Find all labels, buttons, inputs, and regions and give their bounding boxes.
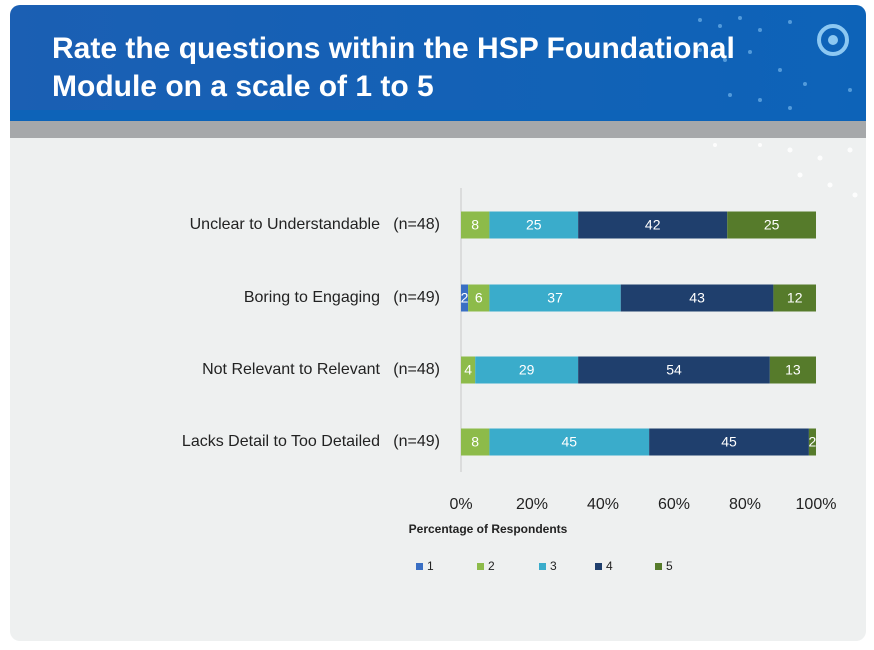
slide-background — [10, 5, 866, 641]
bar-segment — [727, 211, 816, 239]
bar-segment — [578, 211, 728, 239]
header-band — [10, 5, 866, 121]
data-label: 12 — [787, 290, 803, 306]
bar-segment — [461, 428, 490, 456]
bar-segment — [649, 428, 809, 456]
data-label: 4 — [464, 362, 472, 378]
bar-segment — [489, 211, 579, 239]
bar-segment — [461, 356, 476, 384]
bar-segment — [808, 428, 816, 456]
category-label: Lacks Detail to Too Detailed (n=49) — [182, 433, 440, 450]
slide-title: Rate the questions within the HSP Founda… — [52, 32, 735, 103]
bar-segment — [468, 284, 490, 312]
data-label: 2 — [461, 290, 469, 306]
x-axis-label: Percentage of Respondents — [409, 522, 568, 536]
legend-swatch — [416, 563, 423, 570]
legend-swatch — [477, 563, 484, 570]
bar-segment — [769, 356, 816, 384]
data-label: 29 — [519, 362, 535, 378]
data-label: 25 — [764, 217, 780, 233]
bar-segment — [773, 284, 816, 312]
x-tick-label: 60% — [658, 496, 690, 513]
legend-label: 1 — [427, 559, 434, 573]
legend-label: 2 — [488, 559, 495, 573]
data-label: 25 — [526, 217, 542, 233]
data-label: 13 — [785, 362, 801, 378]
legend-label: 5 — [666, 559, 673, 573]
decoration-dots-light — [713, 143, 858, 198]
x-tick-label: 40% — [587, 496, 619, 513]
category-label: Not Relevant to Relevant (n=48) — [202, 361, 440, 378]
legend-label: 3 — [550, 559, 557, 573]
x-tick-label: 20% — [516, 496, 548, 513]
data-label: 6 — [475, 290, 483, 306]
category-label: Unclear to Understandable (n=48) — [190, 216, 440, 233]
bar-segment — [461, 211, 490, 239]
data-label: 54 — [666, 362, 682, 378]
legend-swatch — [595, 563, 602, 570]
x-tick-label: 80% — [729, 496, 761, 513]
data-label: 37 — [547, 290, 563, 306]
legend-swatch — [655, 563, 662, 570]
data-label: 8 — [471, 217, 479, 233]
data-label: 43 — [689, 290, 705, 306]
x-tick-label: 0% — [449, 496, 472, 513]
bar-segment — [620, 284, 774, 312]
legend-label: 4 — [606, 559, 613, 573]
bar-segment — [475, 356, 579, 384]
bar-segment — [489, 284, 621, 312]
header-fill — [10, 110, 866, 121]
bar-segment — [578, 356, 770, 384]
data-label: 2 — [809, 434, 817, 450]
decoration-dots — [698, 16, 852, 110]
data-label: 45 — [561, 434, 577, 450]
bar-segment — [461, 284, 469, 312]
decoration-ring-center — [828, 35, 838, 45]
data-label: 45 — [721, 434, 737, 450]
x-tick-label: 100% — [796, 496, 837, 513]
decoration-ring — [817, 24, 849, 56]
category-label: Boring to Engaging (n=49) — [244, 289, 440, 306]
bar-segment — [489, 428, 650, 456]
data-label: 42 — [645, 217, 661, 233]
legend-swatch — [539, 563, 546, 570]
header-stripe — [10, 121, 866, 138]
data-label: 8 — [471, 434, 479, 450]
